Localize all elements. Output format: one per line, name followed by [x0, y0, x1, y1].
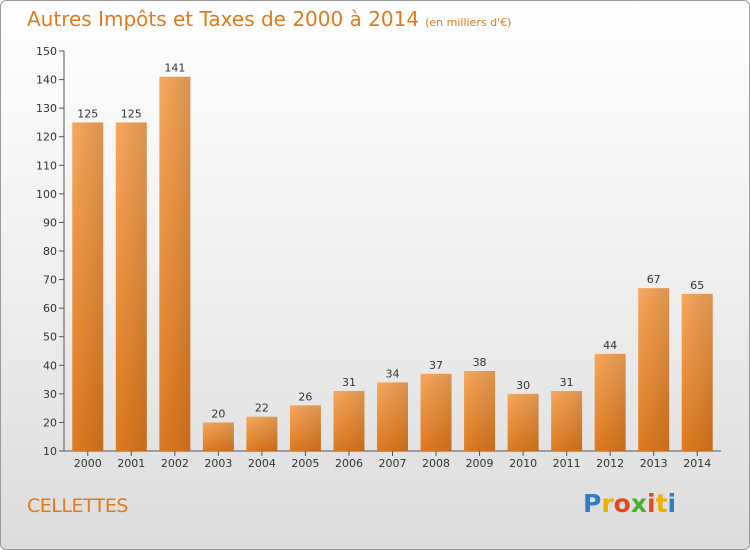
logo-letter: r	[601, 489, 614, 518]
y-tick-label: 60	[43, 302, 57, 315]
bar-shade	[289, 405, 321, 451]
bar-value-label: 31	[560, 376, 574, 389]
commune-name: CELLETTES	[27, 495, 128, 517]
bar-shade	[377, 382, 408, 451]
y-tick-label: 150	[36, 45, 57, 58]
y-tick-label: 110	[36, 159, 57, 172]
bar-value-label: 20	[211, 407, 225, 420]
bar-value-label: 44	[603, 339, 617, 352]
chart-bars: 125 125 141 20 22 26 31 34 37 38 30 31 44 67 65	[72, 62, 713, 451]
x-tick-label: 2013	[640, 457, 668, 470]
x-tick-label: 2005	[291, 457, 319, 470]
y-tick-label: 10	[43, 445, 57, 458]
logo-letter: P	[583, 489, 602, 518]
chart-title-text: Autres Impôts et Taxes de 2000 à 2014	[27, 7, 420, 31]
y-tick-label: 70	[43, 274, 57, 287]
bar-shade	[202, 422, 234, 451]
bar-value-label: 141	[164, 62, 185, 75]
bar-shade	[507, 393, 539, 451]
y-tick-label: 100	[36, 188, 57, 201]
x-tick-label: 2002	[161, 457, 189, 470]
y-tick-label: 30	[43, 388, 57, 401]
x-tick-label: 2003	[204, 457, 232, 470]
chart-title-unit: (en milliers d'€)	[425, 16, 512, 29]
y-tick-label: 20	[43, 416, 57, 429]
x-tick-label: 2008	[422, 457, 450, 470]
y-tick-label: 130	[36, 102, 57, 115]
logo-letter: x	[630, 489, 647, 518]
logo-letter: i	[667, 489, 677, 518]
x-tick-label: 2010	[509, 457, 537, 470]
x-tick-label: 2001	[117, 457, 145, 470]
x-tick-label: 2000	[74, 457, 102, 470]
logo-letter: t	[655, 489, 668, 518]
y-tick-label: 80	[43, 245, 57, 258]
bar-shade	[681, 293, 713, 451]
logo-letter: o	[613, 489, 631, 518]
bar-value-label: 30	[516, 379, 530, 392]
x-tick-label: 2007	[379, 457, 407, 470]
bar-value-label: 38	[473, 356, 487, 369]
y-tick-label: 120	[36, 131, 57, 144]
bar-shade	[115, 122, 147, 451]
y-tick-label: 140	[36, 74, 57, 87]
bar-value-label: 125	[121, 107, 142, 120]
y-tick-label: 50	[43, 331, 57, 344]
x-tick-label: 2009	[466, 457, 494, 470]
bar-value-label: 65	[690, 279, 704, 292]
logo-letter: i	[647, 489, 656, 518]
bar-shade	[638, 288, 670, 451]
bar-shade	[159, 76, 191, 451]
bar-shade	[246, 416, 278, 451]
bar-shade	[594, 353, 626, 451]
y-tick-label: 90	[43, 216, 57, 229]
bar-value-label: 67	[647, 273, 661, 286]
x-tick-label: 2014	[683, 457, 711, 470]
x-tick-label: 2011	[553, 457, 581, 470]
bar-value-label: 31	[342, 376, 356, 389]
chart-axes: 10 20 30 40 50 60 70 80 90 100 110 120 130 140 150 2000…	[36, 45, 721, 470]
bar-value-label: 125	[77, 107, 98, 120]
bar-value-label: 34	[386, 367, 400, 380]
x-tick-label: 2012	[596, 457, 624, 470]
bar-value-label: 37	[429, 359, 443, 372]
bar-shade	[72, 122, 104, 451]
y-tick-label: 40	[43, 359, 57, 372]
x-tick-label: 2006	[335, 457, 363, 470]
bar-shade	[551, 391, 583, 451]
bar-value-label: 26	[298, 390, 312, 403]
bar-shade	[420, 373, 452, 451]
chart-title: Autres Impôts et Taxes de 2000 à 2014 (en…	[27, 7, 511, 31]
bar-shade	[464, 371, 496, 451]
proxiti-logo[interactable]: Proxiti	[583, 489, 676, 518]
bar-value-label: 22	[255, 402, 269, 415]
x-tick-label: 2004	[248, 457, 276, 470]
bar-shade	[333, 391, 365, 451]
